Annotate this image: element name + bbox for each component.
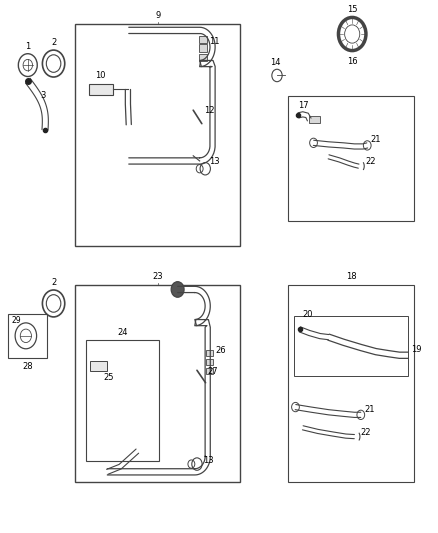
Text: 2: 2 — [51, 38, 56, 47]
Text: 23: 23 — [152, 272, 163, 281]
Text: 20: 20 — [303, 310, 313, 319]
Bar — [288, 96, 414, 221]
Text: 26: 26 — [215, 346, 226, 356]
Text: 2: 2 — [51, 278, 56, 287]
Bar — [75, 285, 240, 482]
Circle shape — [171, 281, 184, 297]
Text: 11: 11 — [208, 37, 219, 46]
Bar — [86, 340, 159, 462]
Bar — [294, 317, 408, 376]
Text: 18: 18 — [346, 272, 357, 281]
Text: 21: 21 — [364, 405, 375, 414]
Text: 16: 16 — [347, 57, 357, 66]
Bar — [288, 285, 414, 482]
Bar — [199, 44, 207, 52]
Bar — [205, 359, 213, 365]
Text: 28: 28 — [22, 362, 33, 371]
Text: 24: 24 — [117, 328, 127, 337]
Text: 1: 1 — [25, 42, 30, 51]
Text: 12: 12 — [204, 107, 215, 115]
Text: 13: 13 — [209, 157, 220, 166]
Text: 22: 22 — [365, 157, 376, 166]
Text: 10: 10 — [95, 70, 106, 79]
Bar — [199, 36, 207, 43]
Text: 14: 14 — [270, 58, 280, 67]
Text: 17: 17 — [298, 101, 309, 110]
Text: 13: 13 — [203, 456, 214, 465]
Text: 9: 9 — [155, 11, 160, 20]
Bar — [205, 368, 213, 374]
Bar — [309, 116, 320, 123]
Text: 19: 19 — [411, 345, 422, 354]
Bar — [205, 350, 213, 356]
Bar — [199, 54, 207, 61]
Text: 22: 22 — [361, 427, 371, 437]
Text: 25: 25 — [103, 374, 113, 382]
Bar — [89, 84, 113, 95]
Bar — [8, 314, 47, 358]
Text: 3: 3 — [41, 91, 46, 100]
Bar — [90, 361, 107, 371]
Bar — [75, 23, 240, 246]
Text: 27: 27 — [208, 367, 218, 376]
Text: 29: 29 — [12, 317, 21, 326]
Text: 15: 15 — [347, 5, 357, 14]
Text: 21: 21 — [370, 135, 381, 144]
